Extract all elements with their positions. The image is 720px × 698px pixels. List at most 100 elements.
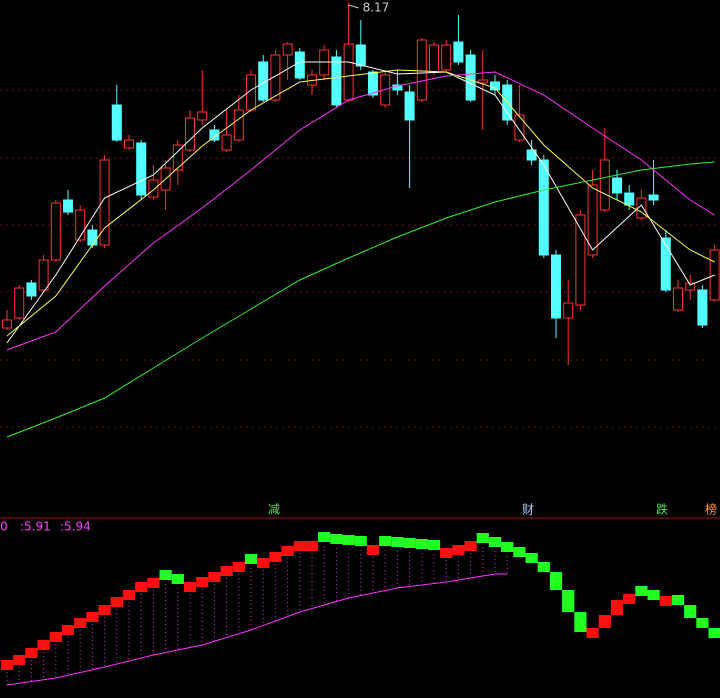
candle-body <box>221 134 232 151</box>
step-block <box>366 545 380 555</box>
candle-body <box>429 44 439 73</box>
step-block <box>159 570 172 580</box>
candle-body <box>697 289 708 326</box>
candle-body <box>416 39 427 101</box>
ma-line <box>6 61 715 344</box>
candle-body <box>258 61 269 101</box>
candle-body <box>648 194 659 201</box>
step-block <box>525 553 538 563</box>
candle-body <box>477 79 488 84</box>
step-block <box>305 541 319 551</box>
candle-body <box>124 139 134 149</box>
step-block <box>98 605 111 615</box>
signal-label: 减 <box>268 503 280 517</box>
step-block <box>269 552 282 562</box>
candle-body <box>197 111 208 121</box>
step-block <box>549 572 563 590</box>
candle-body <box>111 104 122 141</box>
candle-body <box>233 109 244 141</box>
step-block <box>501 542 514 552</box>
step-block <box>537 562 550 572</box>
step-block <box>513 547 526 557</box>
step-block <box>574 612 587 632</box>
candle-body <box>294 51 305 79</box>
candle-body <box>343 43 354 101</box>
step-block <box>244 554 258 564</box>
signal-label: 跌 <box>656 502 668 517</box>
step-block <box>488 537 502 547</box>
step-block <box>13 655 26 665</box>
step-block <box>635 586 648 596</box>
candle-body <box>673 287 683 311</box>
step-block <box>61 625 75 635</box>
step-block <box>684 605 697 618</box>
candle-body <box>538 159 549 256</box>
candle-body <box>87 229 98 246</box>
signal-label: 榜 <box>705 502 717 517</box>
step-block <box>610 600 624 615</box>
step-block <box>318 532 331 542</box>
candle-body <box>2 319 12 329</box>
step-block <box>281 546 294 556</box>
step-block <box>208 572 221 582</box>
step-block <box>476 533 489 543</box>
candle-body <box>26 282 37 297</box>
candle-body <box>526 149 537 161</box>
candle-body <box>685 282 696 291</box>
candle-body <box>14 287 25 319</box>
step-block <box>708 628 720 638</box>
step-block <box>122 590 136 600</box>
ma-line <box>6 161 715 438</box>
candle-body <box>563 302 574 319</box>
ma-line <box>6 71 715 351</box>
step-block <box>427 540 441 550</box>
candle-body <box>209 129 220 141</box>
step-block <box>440 548 453 558</box>
candle-body <box>368 71 378 96</box>
candle-body <box>624 192 635 206</box>
step-block <box>586 628 599 638</box>
candle-body <box>551 254 561 319</box>
step-block <box>696 618 709 628</box>
candle-body <box>331 56 342 106</box>
candle-body <box>50 202 61 261</box>
candle-body <box>453 41 464 63</box>
signal-label: 财 <box>522 503 534 517</box>
candle-body <box>587 184 598 256</box>
step-block <box>342 535 355 545</box>
candle-body <box>404 91 415 121</box>
candle-body <box>599 159 610 211</box>
step-block <box>25 648 38 658</box>
step-block <box>598 615 611 628</box>
step-block <box>623 594 636 604</box>
step-block <box>135 582 148 592</box>
step-block <box>647 590 660 600</box>
candle-body <box>172 144 183 171</box>
step-block <box>110 597 123 607</box>
step-block <box>293 541 306 551</box>
step-block <box>379 536 392 546</box>
step-block <box>403 538 416 548</box>
indicator-label: :5.91 <box>20 520 51 534</box>
step-block <box>0 660 14 670</box>
step-block <box>74 618 87 628</box>
step-block <box>171 574 184 584</box>
indicator-label: 0 <box>0 520 8 534</box>
ma-line <box>6 69 715 337</box>
step-block <box>196 577 209 587</box>
candle-body <box>660 237 671 291</box>
step-block <box>147 578 160 588</box>
step-block <box>232 562 245 572</box>
step-block <box>183 582 197 592</box>
candle-body <box>441 44 452 71</box>
candle-body <box>282 43 293 56</box>
candle-body <box>136 142 147 196</box>
step-block <box>464 541 477 551</box>
step-block <box>415 539 428 549</box>
candle-body <box>270 54 281 101</box>
step-block <box>330 534 343 544</box>
step-block <box>659 596 672 606</box>
